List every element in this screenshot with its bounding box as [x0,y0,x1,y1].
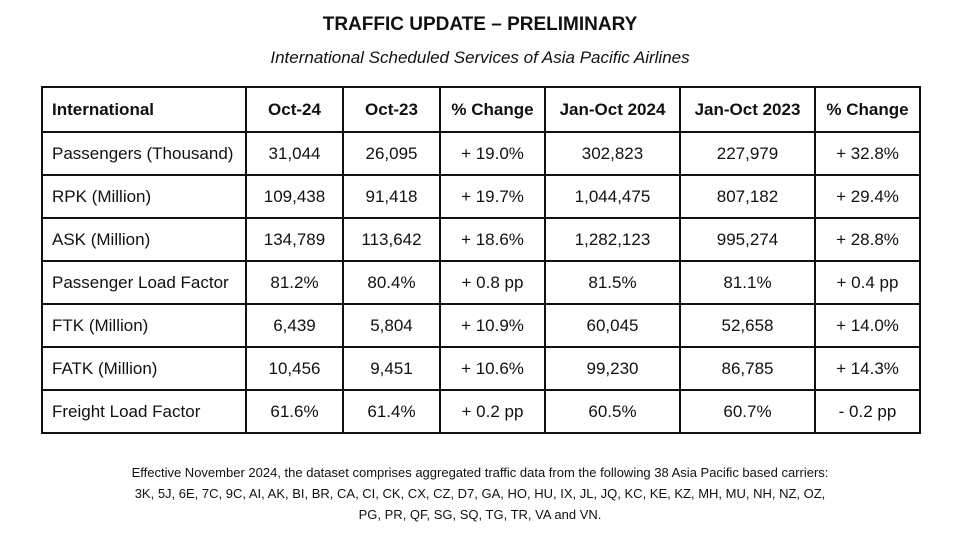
table-row: Passengers (Thousand) 31,044 26,095 + 19… [41,131,921,176]
table-cell: 26,095 [342,131,441,176]
table-cell: + 10.6% [439,346,546,391]
table-cell: 81.2% [245,260,344,305]
header-cell-oct-23: Oct-23 [342,86,441,133]
table-cell: + 19.0% [439,131,546,176]
table-cell: 61.6% [245,389,344,434]
table-cell: + 0.2 pp [439,389,546,434]
row-label: FTK (Million) [41,303,247,348]
table-row: RPK (Million) 109,438 91,418 + 19.7% 1,0… [41,174,921,219]
traffic-table: International Oct-24 Oct-23 % Change Jan… [41,86,921,434]
table-cell: + 0.4 pp [814,260,921,305]
table-cell: 9,451 [342,346,441,391]
table-cell: + 29.4% [814,174,921,219]
row-label: ASK (Million) [41,217,247,262]
header-row: International Oct-24 Oct-23 % Change Jan… [41,86,921,133]
table-cell: 61.4% [342,389,441,434]
table-cell: + 14.0% [814,303,921,348]
table-body: Passengers (Thousand) 31,044 26,095 + 19… [41,131,921,434]
table-cell: 995,274 [679,217,816,262]
table-cell: 302,823 [544,131,681,176]
row-label: FATK (Million) [41,346,247,391]
table-cell: 1,044,475 [544,174,681,219]
footnote-line: PG, PR, QF, SG, SQ, TG, TR, VA and VN. [358,507,602,522]
footnote-line: 3K, 5J, 6E, 7C, 9C, AI, AK, BI, BR, CA, … [134,486,826,501]
table-cell: + 10.9% [439,303,546,348]
row-label: Passenger Load Factor [41,260,247,305]
header-cell-ytd-2024: Jan-Oct 2024 [544,86,681,133]
table-cell: 109,438 [245,174,344,219]
row-label: RPK (Million) [41,174,247,219]
table-cell: 60,045 [544,303,681,348]
table-row: ASK (Million) 134,789 113,642 + 18.6% 1,… [41,217,921,262]
table-cell: 86,785 [679,346,816,391]
table-cell: - 0.2 pp [814,389,921,434]
table-cell: + 28.8% [814,217,921,262]
table-cell: 134,789 [245,217,344,262]
header-cell-monthly-change: % Change [439,86,546,133]
carriers-footnote: Effective November 2024, the dataset com… [0,462,960,525]
table-cell: 60.5% [544,389,681,434]
table-cell: 5,804 [342,303,441,348]
table-cell: + 14.3% [814,346,921,391]
header-cell-metric: International [41,86,247,133]
table-cell: 227,979 [679,131,816,176]
table-header: International Oct-24 Oct-23 % Change Jan… [41,86,921,133]
table-cell: 1,282,123 [544,217,681,262]
table-row: Passenger Load Factor 81.2% 80.4% + 0.8 … [41,260,921,305]
page-subtitle: International Scheduled Services of Asia… [270,48,690,67]
table-cell: + 18.6% [439,217,546,262]
table-cell: 6,439 [245,303,344,348]
row-label: Passengers (Thousand) [41,131,247,176]
table-cell: 99,230 [544,346,681,391]
page-title: TRAFFIC UPDATE – PRELIMINARY [322,14,638,35]
table-cell: 113,642 [342,217,441,262]
footnote-line: Effective November 2024, the dataset com… [131,465,829,480]
table-cell: + 19.7% [439,174,546,219]
table-cell: 52,658 [679,303,816,348]
table-row: FATK (Million) 10,456 9,451 + 10.6% 99,2… [41,346,921,391]
table-cell: 81.5% [544,260,681,305]
row-label: Freight Load Factor [41,389,247,434]
header-cell-ytd-2023: Jan-Oct 2023 [679,86,816,133]
table-cell: 80.4% [342,260,441,305]
header-cell-oct-24: Oct-24 [245,86,344,133]
table-cell: 81.1% [679,260,816,305]
table-cell: 807,182 [679,174,816,219]
table-cell: + 32.8% [814,131,921,176]
table-cell: 91,418 [342,174,441,219]
table-row: Freight Load Factor 61.6% 61.4% + 0.2 pp… [41,389,921,434]
table-cell: 31,044 [245,131,344,176]
header-cell-ytd-change: % Change [814,86,921,133]
table-cell: + 0.8 pp [439,260,546,305]
table-row: FTK (Million) 6,439 5,804 + 10.9% 60,045… [41,303,921,348]
table-cell: 10,456 [245,346,344,391]
table-cell: 60.7% [679,389,816,434]
